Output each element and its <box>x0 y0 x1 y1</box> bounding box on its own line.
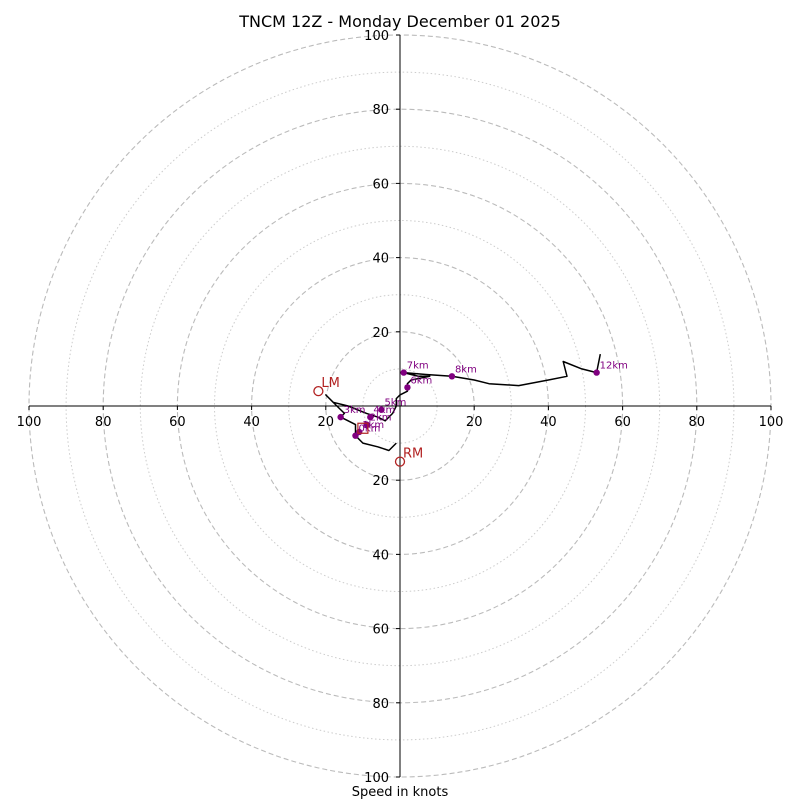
height-label-8km: 8km <box>455 364 477 375</box>
height-markers: 0km1km2km3km4km5km6km7km8km12km <box>337 361 628 439</box>
height-label-0km: 0km <box>358 424 380 435</box>
x-tick-label: 80 <box>95 415 112 430</box>
height-marker-8km <box>448 373 456 380</box>
y-tick-label: 40 <box>372 548 389 563</box>
height-label-6km: 6km <box>410 375 432 386</box>
x-tick-label: 100 <box>17 415 42 430</box>
height-marker-6km <box>404 384 411 391</box>
y-tick-label: 80 <box>372 697 389 712</box>
x-tick-label: 20 <box>466 415 483 430</box>
x-axis-label: Speed in knots <box>352 785 449 800</box>
height-marker-12km <box>593 369 600 376</box>
height-label-7km: 7km <box>407 361 429 372</box>
y-tick-label: 40 <box>372 252 389 267</box>
height-marker-5km <box>378 406 385 413</box>
x-tick-label: 60 <box>614 415 631 430</box>
height-label-5km: 5km <box>384 398 406 409</box>
hodograph-line <box>325 353 602 452</box>
x-tick-label: 40 <box>243 415 260 430</box>
y-tick-label: 100 <box>364 771 389 786</box>
x-tick-label: 60 <box>169 415 186 430</box>
height-marker-4km <box>367 413 374 421</box>
x-tick-label: 100 <box>759 415 784 430</box>
chart-title: TNCM 12Z - Monday December 01 2025 <box>238 12 561 31</box>
y-tick-label: 20 <box>372 326 389 341</box>
y-tick-label: 60 <box>372 623 389 638</box>
height-marker-3km <box>337 413 344 421</box>
y-tick-label: 80 <box>372 103 389 118</box>
storm-motion-label-lm: LM <box>321 376 339 391</box>
storm-motion-marker-lm <box>313 386 324 397</box>
y-tick-label: 100 <box>364 29 389 44</box>
height-label-1km: 1km <box>362 420 384 431</box>
hodograph-trace <box>325 353 602 452</box>
mean-wind-marker <box>357 422 369 434</box>
height-label-3km: 3km <box>344 405 366 416</box>
x-tick-label: 40 <box>540 415 557 430</box>
y-tick-label: 60 <box>372 177 389 192</box>
storm-motion-marker-rm <box>394 456 406 467</box>
storm-motion-label-rm: RM <box>403 447 423 462</box>
height-marker-7km <box>400 369 407 376</box>
height-label-12km: 12km <box>600 361 628 372</box>
height-label-2km: 2km <box>370 413 392 424</box>
x-tick-label: 20 <box>318 415 335 430</box>
x-tick-label: 80 <box>689 415 706 430</box>
axes <box>29 35 771 777</box>
y-tick-label: 20 <box>372 474 389 489</box>
axis-tick-labels: 20 20 20 20 40 40 40 40 60 60 60 60 80 80 80 80 100 100 10… <box>17 29 784 786</box>
storm-motion-markers: LM RM <box>313 376 423 467</box>
